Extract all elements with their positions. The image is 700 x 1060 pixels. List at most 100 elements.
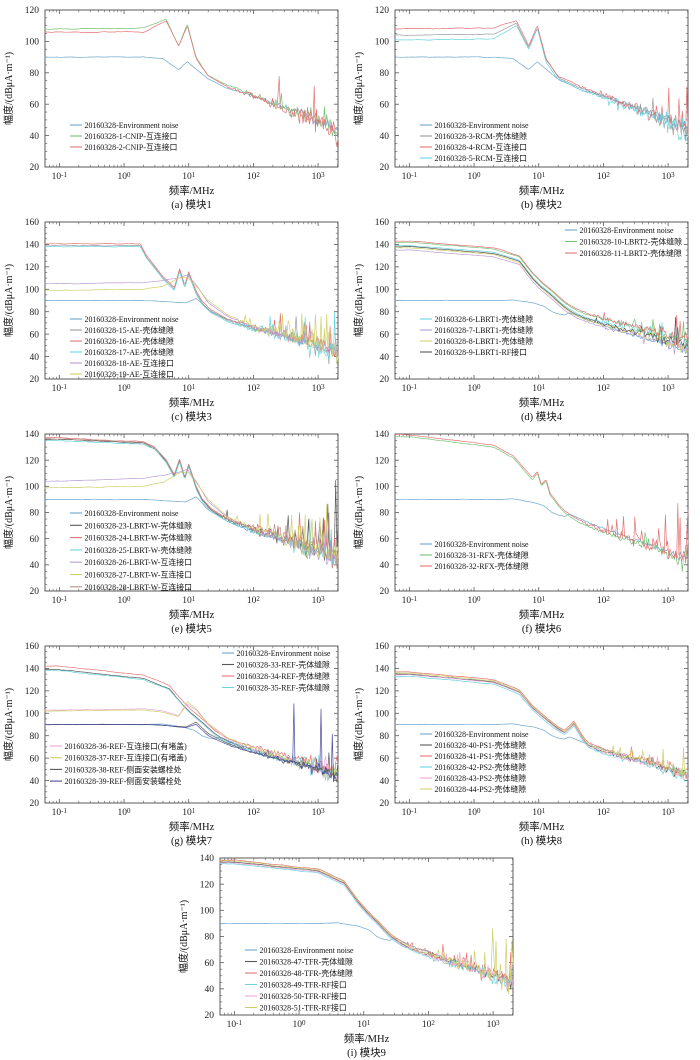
svg-text:20160328-44-PS2-壳体缝隙: 20160328-44-PS2-壳体缝隙 — [435, 784, 527, 794]
svg-text:40: 40 — [380, 777, 390, 787]
svg-text:20: 20 — [380, 587, 390, 597]
svg-text:20160328-37-REF-互连接口(有堵盖): 20160328-37-REF-互连接口(有堵盖) — [65, 753, 188, 763]
svg-text:20160328-10-LBRT2-壳体缝隙: 20160328-10-LBRT2-壳体缝隙 — [580, 237, 683, 247]
svg-text:幅度/(dBμA·m⁻¹): 幅度/(dBμA·m⁻¹) — [177, 900, 190, 973]
svg-text:20160328-27-LBRT-W-互连接口: 20160328-27-LBRT-W-互连接口 — [85, 570, 193, 580]
svg-text:20160328-33-REF-壳体缝隙: 20160328-33-REF-壳体缝隙 — [237, 660, 330, 670]
svg-text:120: 120 — [375, 687, 390, 697]
svg-text:频率/MHz: 频率/MHz — [519, 396, 565, 409]
svg-text:20160328-47-TFR-壳体缝隙: 20160328-47-TFR-壳体缝隙 — [260, 957, 353, 967]
svg-text:幅度/(dBμA·m⁻¹): 幅度/(dBμA·m⁻¹) — [2, 476, 15, 549]
svg-text:频率/MHz: 频率/MHz — [169, 820, 215, 833]
svg-text:40: 40 — [30, 353, 40, 363]
svg-text:(g) 模块7: (g) 模块7 — [171, 835, 212, 847]
svg-text:80: 80 — [30, 732, 40, 742]
svg-text:120: 120 — [375, 6, 390, 16]
svg-text:160: 160 — [375, 218, 390, 228]
svg-text:140: 140 — [25, 665, 40, 675]
svg-text:20160328-Environment noise: 20160328-Environment noise — [435, 121, 530, 130]
svg-text:(f) 模块6: (f) 模块6 — [522, 623, 561, 635]
svg-text:20: 20 — [30, 375, 40, 385]
svg-text:(h) 模块8: (h) 模块8 — [521, 835, 562, 847]
svg-text:20160328-8-LBRT1-壳体缝隙: 20160328-8-LBRT1-壳体缝隙 — [435, 336, 534, 346]
svg-text:120: 120 — [200, 880, 215, 890]
svg-text:幅度/(dBμA·m⁻¹): 幅度/(dBμA·m⁻¹) — [352, 476, 365, 549]
svg-text:(i) 模块9: (i) 模块9 — [347, 1047, 386, 1059]
svg-text:20160328-35-REF-壳体缝隙: 20160328-35-REF-壳体缝隙 — [237, 683, 330, 693]
svg-text:幅度/(dBμA·m⁻¹): 幅度/(dBμA·m⁻¹) — [352, 264, 365, 337]
svg-text:20160328-31-RFX-壳体缝隙: 20160328-31-RFX-壳体缝隙 — [435, 550, 529, 560]
svg-text:60: 60 — [380, 330, 390, 340]
svg-text:20160328-11-LBRT2-壳体缝隙: 20160328-11-LBRT2-壳体缝隙 — [580, 248, 682, 258]
svg-text:20: 20 — [380, 375, 390, 385]
svg-text:80: 80 — [380, 308, 390, 318]
svg-text:120: 120 — [375, 263, 390, 273]
svg-text:20160328-7-LBRT1-壳体缝隙: 20160328-7-LBRT1-壳体缝隙 — [435, 325, 534, 335]
svg-text:140: 140 — [375, 241, 390, 251]
svg-text:60: 60 — [380, 754, 390, 764]
svg-text:20160328-Environment noise: 20160328-Environment noise — [85, 121, 180, 130]
svg-text:160: 160 — [25, 218, 40, 228]
svg-text:20160328-23-LBRT-W-壳体缝隙: 20160328-23-LBRT-W-壳体缝隙 — [85, 520, 193, 530]
svg-text:80: 80 — [380, 509, 390, 519]
svg-text:100: 100 — [375, 483, 390, 493]
svg-text:频率/MHz: 频率/MHz — [169, 396, 215, 409]
svg-text:20160328-42-PS2-壳体缝隙: 20160328-42-PS2-壳体缝隙 — [435, 762, 527, 772]
svg-text:频率/MHz: 频率/MHz — [519, 608, 565, 621]
svg-text:20: 20 — [205, 1011, 215, 1021]
svg-text:20160328-34-REF-壳体缝隙: 20160328-34-REF-壳体缝隙 — [237, 671, 330, 681]
svg-text:100: 100 — [375, 38, 390, 48]
svg-text:160: 160 — [25, 642, 40, 652]
svg-text:20160328-17-AE-壳体缝隙: 20160328-17-AE-壳体缝隙 — [85, 347, 175, 357]
svg-text:20160328-15-AE-壳体缝隙: 20160328-15-AE-壳体缝隙 — [85, 325, 175, 335]
svg-text:频率/MHz: 频率/MHz — [169, 184, 215, 197]
svg-text:140: 140 — [375, 665, 390, 675]
svg-text:60: 60 — [30, 100, 40, 110]
svg-text:120: 120 — [25, 456, 40, 466]
svg-text:60: 60 — [380, 535, 390, 545]
svg-text:20160328-16-AE-壳体缝隙: 20160328-16-AE-壳体缝隙 — [85, 336, 175, 346]
svg-text:100: 100 — [25, 709, 40, 719]
svg-text:40: 40 — [30, 561, 40, 571]
svg-text:(c) 模块3: (c) 模块3 — [171, 411, 212, 423]
svg-text:20160328-6-LBRT1-壳体缝隙: 20160328-6-LBRT1-壳体缝隙 — [435, 314, 534, 324]
svg-text:幅度/(dBμA·m⁻¹): 幅度/(dBμA·m⁻¹) — [2, 52, 15, 125]
svg-text:120: 120 — [25, 687, 40, 697]
svg-text:60: 60 — [30, 330, 40, 340]
svg-text:40: 40 — [380, 561, 390, 571]
svg-text:100: 100 — [25, 38, 40, 48]
svg-text:20160328-Environment noise: 20160328-Environment noise — [237, 649, 332, 658]
svg-text:(d) 模块4: (d) 模块4 — [521, 411, 563, 423]
svg-text:20160328-Environment noise: 20160328-Environment noise — [260, 946, 355, 955]
svg-text:60: 60 — [30, 754, 40, 764]
svg-text:20: 20 — [30, 799, 40, 809]
svg-text:60: 60 — [205, 959, 215, 969]
svg-text:120: 120 — [375, 456, 390, 466]
svg-text:20160328-1-CNIP-互连接口: 20160328-1-CNIP-互连接口 — [85, 131, 178, 141]
svg-text:20160328-39-REF-侧面安装螺栓处: 20160328-39-REF-侧面安装螺栓处 — [65, 776, 182, 786]
svg-text:20160328-51-TFR-RF接口: 20160328-51-TFR-RF接口 — [260, 1003, 347, 1013]
svg-text:20160328-19-AE-互连接口: 20160328-19-AE-互连接口 — [85, 369, 174, 379]
svg-text:60: 60 — [380, 100, 390, 110]
svg-text:20160328-2-CNIP-互连接口: 20160328-2-CNIP-互连接口 — [85, 142, 178, 152]
svg-text:20160328-48-TFR-壳体缝隙: 20160328-48-TFR-壳体缝隙 — [260, 968, 353, 978]
svg-text:20160328-43-PS2-壳体缝隙: 20160328-43-PS2-壳体缝隙 — [435, 773, 527, 783]
svg-text:频率/MHz: 频率/MHz — [344, 1032, 390, 1045]
svg-text:20160328-18-AE-互连接口: 20160328-18-AE-互连接口 — [85, 358, 174, 368]
svg-text:20160328-Environment noise: 20160328-Environment noise — [435, 540, 530, 549]
svg-text:20160328-50-TFR-RF接口: 20160328-50-TFR-RF接口 — [260, 991, 347, 1001]
svg-text:20160328-49-TFR-RF接口: 20160328-49-TFR-RF接口 — [260, 980, 347, 990]
svg-text:20: 20 — [380, 799, 390, 809]
svg-text:20160328-Environment noise: 20160328-Environment noise — [580, 226, 675, 235]
svg-text:20160328-41-PS1-壳体缝隙: 20160328-41-PS1-壳体缝隙 — [435, 751, 527, 761]
svg-text:20160328-9-LBRT1-RF接口: 20160328-9-LBRT1-RF接口 — [435, 347, 527, 357]
svg-text:80: 80 — [380, 69, 390, 79]
svg-text:20160328-4-RCM-互连接口: 20160328-4-RCM-互连接口 — [435, 142, 528, 152]
svg-text:100: 100 — [200, 907, 215, 917]
svg-text:20160328-Environment noise: 20160328-Environment noise — [435, 730, 530, 739]
svg-text:20160328-38-REF-侧面安装螺栓处: 20160328-38-REF-侧面安装螺栓处 — [65, 764, 182, 774]
svg-text:60: 60 — [30, 535, 40, 545]
svg-text:20: 20 — [380, 163, 390, 173]
svg-text:20160328-Environment noise: 20160328-Environment noise — [85, 315, 180, 324]
svg-text:140: 140 — [375, 430, 390, 440]
